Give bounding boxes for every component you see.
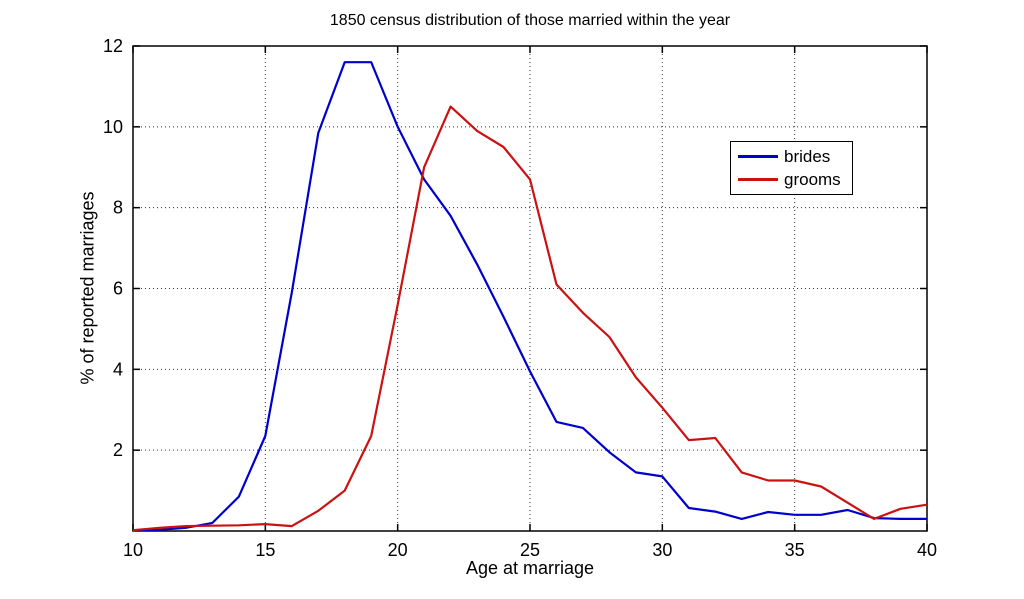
brides-line-swatch	[738, 155, 778, 158]
x-tick-label: 35	[785, 540, 805, 560]
legend-label-brides: brides	[784, 147, 831, 166]
y-tick-label: 2	[113, 440, 123, 460]
x-tick-label: 15	[255, 540, 275, 560]
legend-item-grooms: grooms	[738, 171, 852, 188]
y-tick-label: 6	[113, 279, 123, 299]
brides-line	[132, 61, 927, 532]
legend-item-brides: brides	[738, 148, 852, 165]
y-tick-label: 10	[103, 117, 123, 137]
x-tick-label: 25	[520, 540, 540, 560]
y-tick-label: 12	[103, 36, 123, 56]
x-axis-label: Age at marriage	[465, 558, 595, 578]
grooms-line	[132, 105, 928, 532]
grooms-line-swatch	[738, 178, 778, 181]
legend-label-grooms: grooms	[784, 170, 841, 189]
x-tick-label: 30	[652, 540, 672, 560]
x-tick-label: 10	[123, 540, 143, 560]
chart-title: 1850 census distribution of those marrie…	[329, 12, 731, 29]
legend: brides grooms	[730, 141, 853, 195]
x-tick-label: 40	[917, 540, 937, 560]
y-tick-label: 8	[113, 198, 123, 218]
x-tick-label: 20	[388, 540, 408, 560]
y-tick-label: 4	[113, 359, 123, 379]
